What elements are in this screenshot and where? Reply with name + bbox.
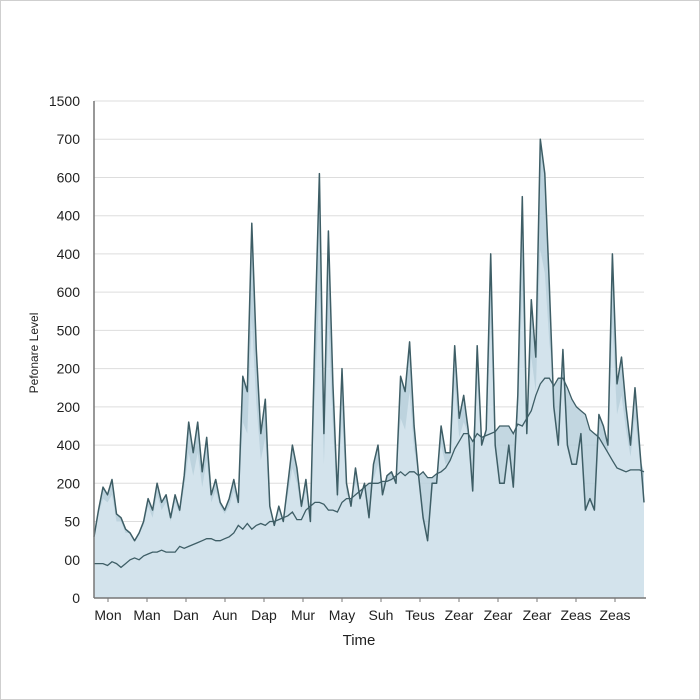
x-tick-label: Mur: [291, 607, 315, 623]
x-tick-label: Mon: [94, 607, 121, 623]
x-tick-label: Zear: [445, 607, 474, 623]
x-tick-label: Zear: [484, 607, 513, 623]
y-axis-title: Pefonare Level: [27, 313, 41, 394]
y-tick-label: 0: [72, 590, 80, 606]
x-tick-label: Dan: [173, 607, 199, 623]
x-tick-label: Man: [133, 607, 160, 623]
x-tick-label: Teus: [405, 607, 435, 623]
x-tick-labels: Mon Man Dan Aun Dap Mur May Suh Teus Zear Zear Zear…: [94, 598, 631, 623]
x-tick-label: Suh: [369, 607, 394, 623]
y-tick-label: 400: [57, 437, 81, 453]
y-tick-label: 600: [57, 284, 81, 300]
series-line: [93, 138, 645, 542]
area-fill: [94, 139, 644, 598]
area-band: [94, 139, 644, 541]
x-tick-label: Dap: [251, 607, 277, 623]
x-tick-label: Aun: [213, 607, 238, 623]
y-tick-label: 200: [57, 361, 81, 377]
y-tick-label: 1500: [49, 93, 80, 109]
y-tick-label: 200: [57, 399, 81, 415]
y-tick-label: 500: [57, 322, 81, 338]
y-tick-label: 700: [57, 131, 81, 147]
x-tick-label: Zeas: [599, 607, 630, 623]
x-axis-title: Time: [343, 632, 376, 649]
x-tick-label: Zeas: [560, 607, 591, 623]
y-tick-label: 400: [57, 246, 81, 262]
y-tick-label: 400: [57, 208, 81, 224]
y-tick-label: 50: [64, 514, 80, 530]
x-tick-label: Zear: [523, 607, 552, 623]
x-tick-label: May: [329, 607, 355, 623]
y-tick-label: 200: [57, 475, 81, 491]
y-tick-label: 600: [57, 169, 81, 185]
y-tick-label: 00: [64, 552, 80, 568]
